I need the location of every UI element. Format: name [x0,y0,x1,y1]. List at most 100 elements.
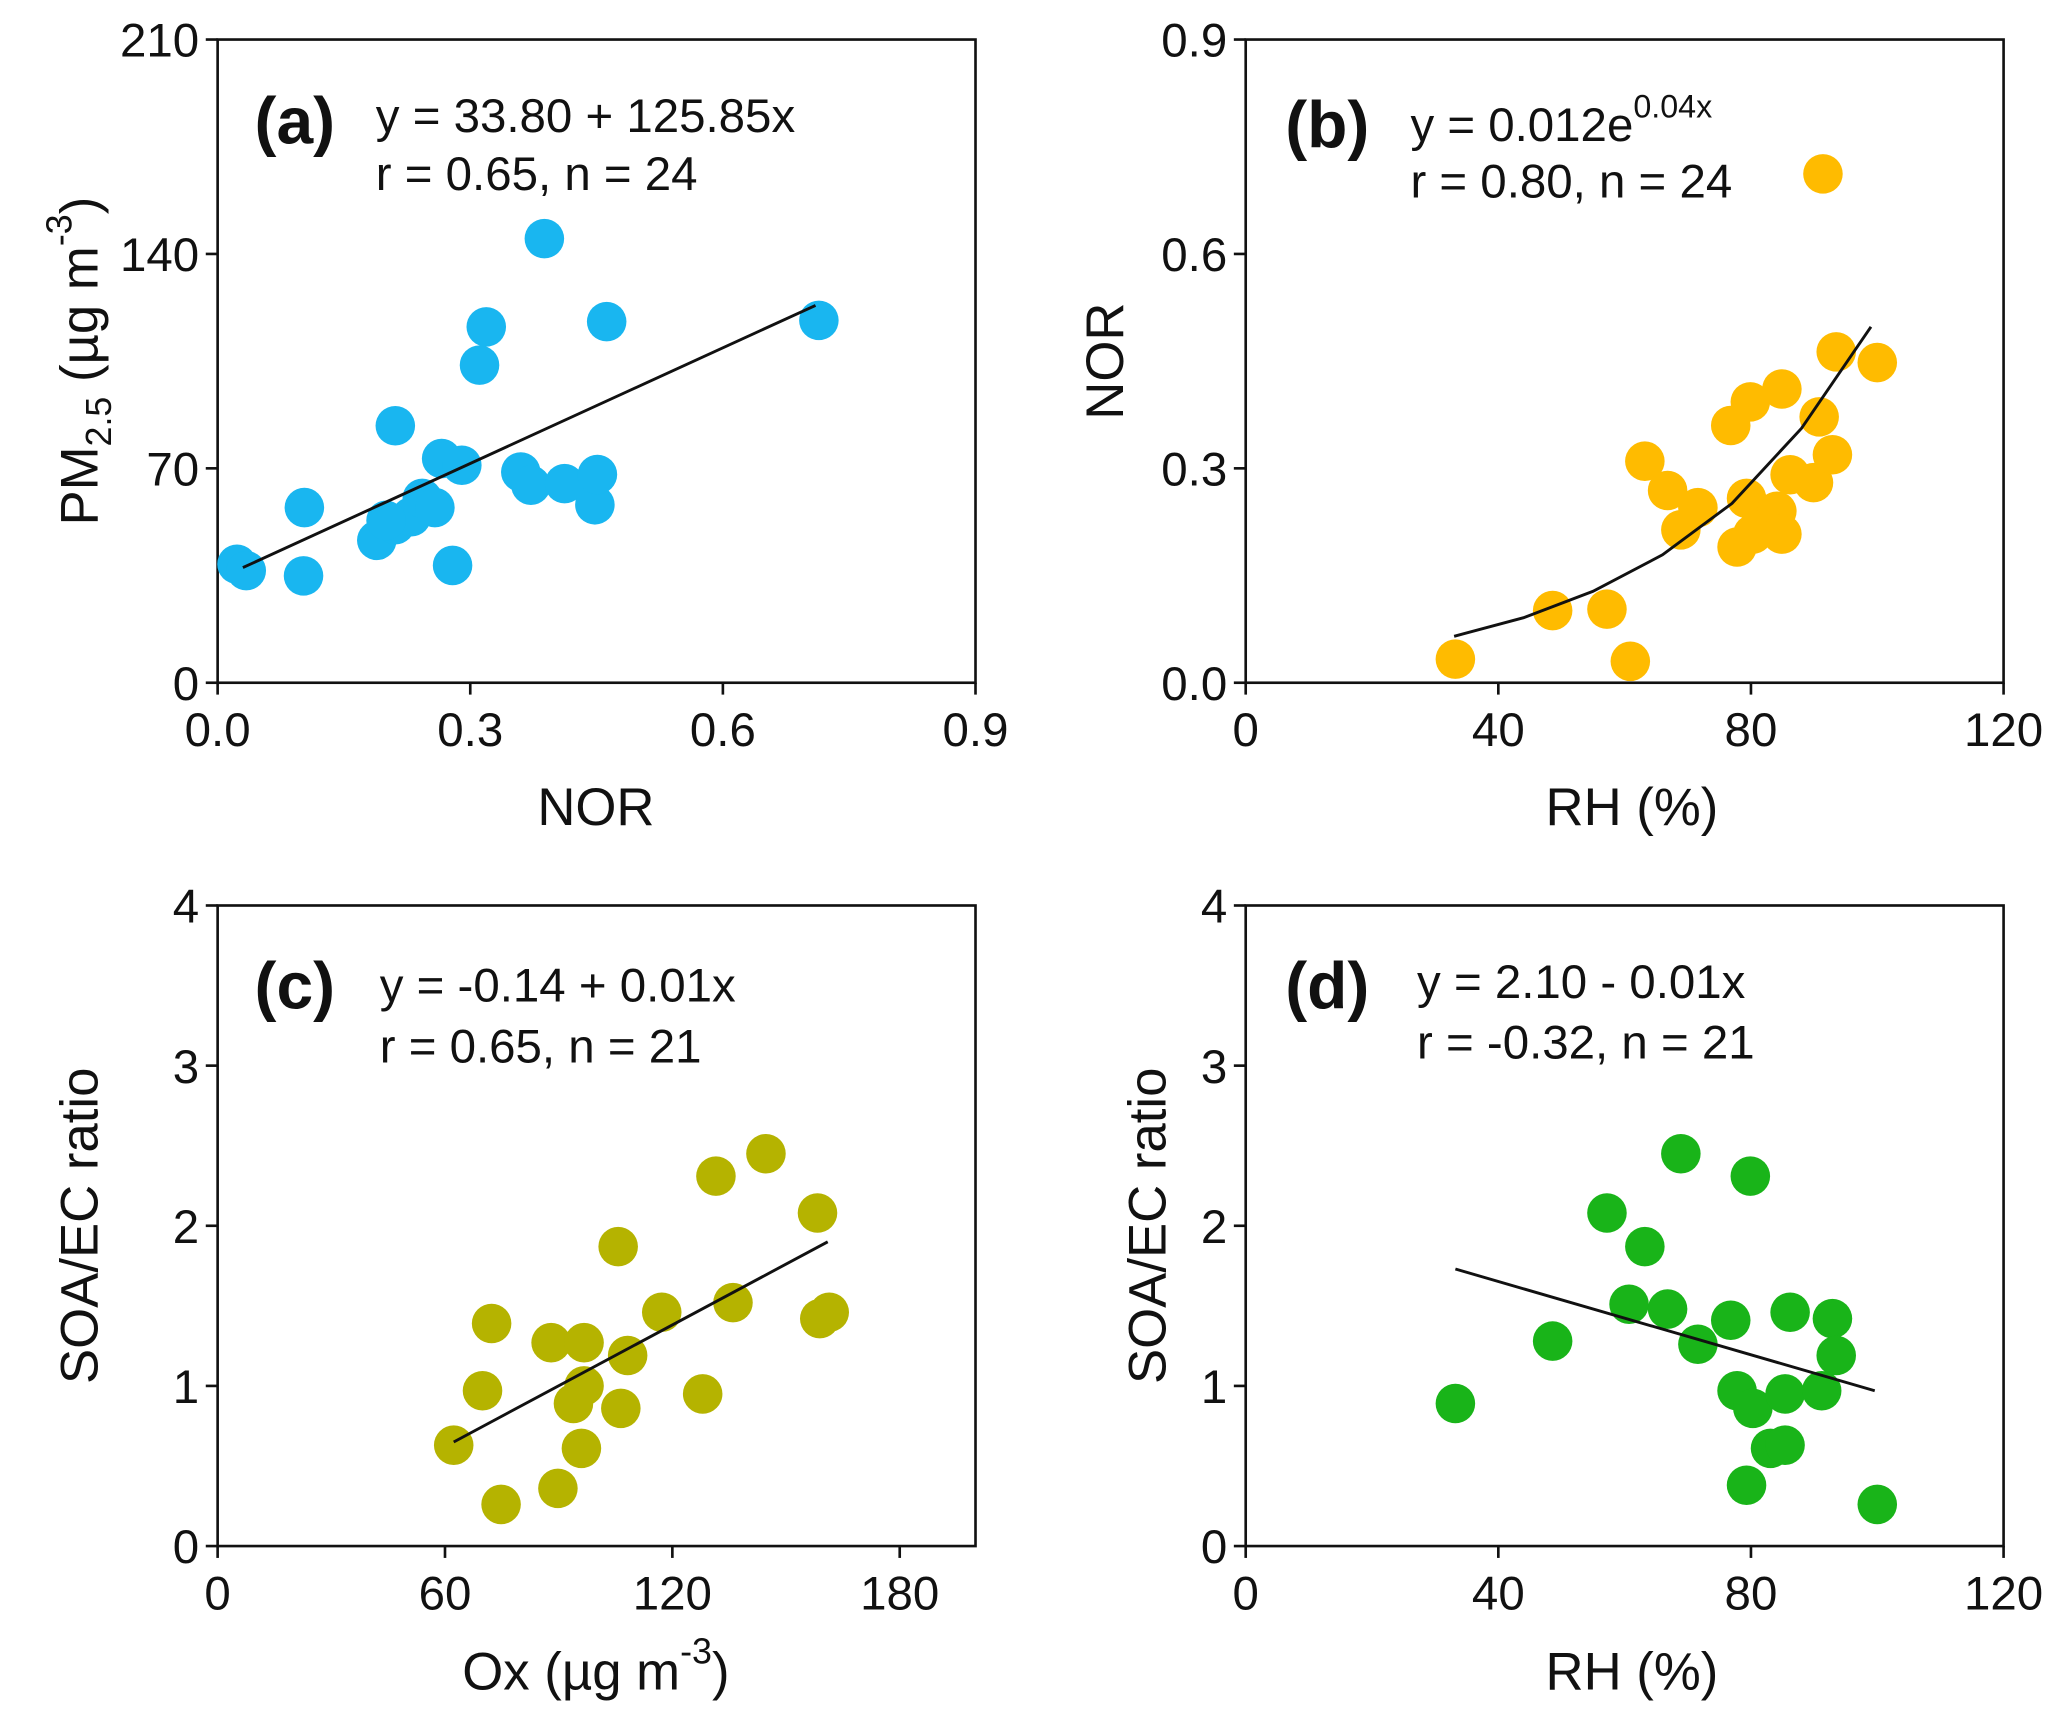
point [1610,641,1651,682]
x-tick-label: 80 [1725,1567,1778,1620]
y-tick-label: 0 [1201,1521,1227,1574]
x-axis-label-part: NOR [537,778,654,837]
point [1435,1383,1476,1424]
point [575,485,615,525]
fit-line [1453,326,1873,638]
point [481,1484,521,1525]
equation-part: 0.04x [1633,88,1712,124]
point [1801,1370,1842,1411]
point [586,301,627,342]
y-tick-label: 0 [173,1521,199,1574]
point [601,1388,641,1429]
x-tick-label: 0 [1233,704,1259,757]
plot-frame [216,38,977,685]
point [713,1282,753,1323]
y-tick-label: 0.3 [1161,443,1227,496]
plot-frame [1244,38,2005,685]
x-axis-label-part: RH (%) [1546,778,1719,837]
x-axis-label-part: RH (%) [1546,1643,1719,1702]
x-tick-label: 0 [204,1567,230,1620]
point [1799,397,1839,437]
equation: y = 33.80 + 125.85x [376,90,796,143]
x-axis-label: NOR [537,778,654,837]
x-tick-label: 0 [1233,1567,1259,1620]
x-tick-label: 180 [860,1567,939,1620]
y-axis-label: PM2.5 (µg m-3) [39,197,119,526]
point [1816,332,1856,372]
x-tick-label: 120 [633,1567,712,1620]
point [415,487,455,528]
y-tick-label: 3 [173,1041,199,1094]
y-tick-label: 1 [1201,1361,1227,1414]
equation-part: y = -0.14 + 0.01x [380,960,736,1013]
y-axis-label-part: NOR [1076,303,1135,420]
y-axis-label-part: (µg m [51,246,110,396]
panel-label: (d) [1285,948,1369,1022]
point [1710,1300,1751,1341]
y-tick-label: 4 [173,881,199,934]
panel-label: (a) [255,84,336,158]
point [1803,154,1843,194]
y-axis-label-part: SOA/EC ratio [51,1068,110,1384]
y-tick-label: 2 [173,1201,199,1254]
point [809,1292,850,1333]
point [1678,1324,1718,1365]
point [696,1156,736,1196]
y-axis-label: SOA/EC ratio [51,1068,110,1384]
y-axis-label-part: SOA/EC ratio [1118,1068,1177,1384]
x-tick-label: 40 [1472,704,1525,757]
x-axis-label: Ox (µg m-3) [462,1631,729,1701]
y-axis-label-part: 2.5 [79,397,119,447]
fit-line [453,1240,829,1444]
x-axis-label-part: -3 [680,1631,712,1671]
panel-label: (b) [1285,88,1369,162]
equation: y = 2.10 - 0.01x [1417,956,1746,1009]
point [577,454,618,495]
y-tick-label: 2 [1201,1201,1227,1254]
fit-line [242,304,817,569]
x-tick-label: 60 [419,1567,472,1620]
statistics: r = 0.80, n = 24 [1410,156,1732,209]
point [283,556,324,596]
x-axis-label-part: Ox (µg m [462,1643,680,1702]
x-tick-label: 120 [1964,704,2043,757]
point [641,1292,682,1333]
point [1812,434,1853,475]
y-tick-label: 0 [173,658,199,711]
point [1793,462,1834,503]
point [1765,1425,1805,1465]
point [531,1322,571,1363]
y-axis-label-part: ) [51,197,110,215]
point [1812,1298,1853,1339]
equation: y = 0.012e0.04x [1410,88,1712,152]
y-axis-label: NOR [1076,303,1135,420]
point [1587,589,1627,629]
point [1730,382,1771,422]
fit-line [1454,1267,1876,1393]
point [1609,1284,1649,1325]
point [544,463,585,504]
point [462,1370,503,1411]
x-tick-label: 40 [1472,1567,1525,1620]
point [284,487,325,528]
point [1762,514,1802,554]
point [564,1322,604,1363]
point [466,307,507,347]
y-axis-label-part: PM [51,446,110,525]
point [442,445,482,486]
point [1532,590,1573,631]
point [682,1374,723,1414]
point [1435,639,1476,679]
y-tick-label: 0.9 [1161,15,1227,68]
point [598,1226,638,1267]
equation-part: y = 33.80 + 125.85x [376,90,796,143]
point [432,545,473,586]
point [1762,369,1802,409]
equation-part: y = 0.012e [1410,99,1633,152]
x-tick-label: 0.0 [185,704,251,757]
point [746,1133,786,1174]
point [366,500,406,541]
x-axis-label: RH (%) [1546,778,1719,837]
equation: y = -0.14 + 0.01x [380,960,736,1013]
